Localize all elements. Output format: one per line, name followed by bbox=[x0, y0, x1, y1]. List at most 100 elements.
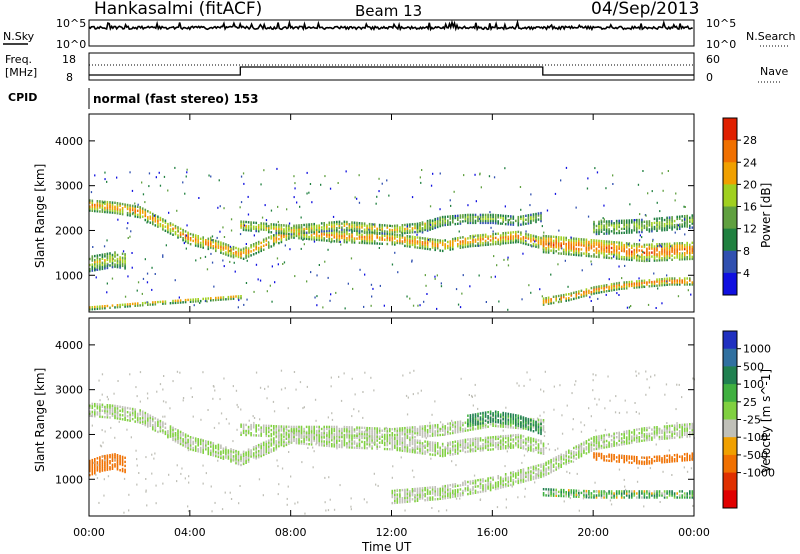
heatmap-cell bbox=[101, 307, 104, 310]
heatmap-cell bbox=[361, 432, 363, 436]
heatmap-cell bbox=[583, 238, 585, 241]
heatmap-cell bbox=[268, 424, 270, 428]
heatmap-cell bbox=[174, 440, 177, 443]
heatmap-cell bbox=[457, 446, 459, 449]
heatmap-cell bbox=[452, 237, 454, 241]
heatmap-cell bbox=[447, 215, 449, 218]
heatmap-cell bbox=[568, 239, 570, 242]
heatmap-cell bbox=[333, 221, 336, 224]
heatmap-cell bbox=[615, 284, 618, 287]
heatmap-cell bbox=[96, 407, 99, 410]
heatmap-cell bbox=[419, 439, 421, 443]
heatmap-cell bbox=[479, 437, 482, 440]
heatmap-cell bbox=[116, 204, 119, 207]
heatmap-cell bbox=[560, 244, 562, 247]
heatmap-cell bbox=[552, 488, 555, 491]
heatmap-cell bbox=[598, 291, 600, 294]
heatmap-cell bbox=[399, 431, 401, 434]
heatmap-speckle bbox=[616, 292, 618, 295]
heatmap-cell bbox=[678, 217, 681, 220]
heatmap-cell bbox=[356, 229, 358, 233]
heatmap-cell bbox=[550, 249, 552, 252]
heatmap-cell bbox=[532, 244, 535, 248]
heatmap-cell bbox=[147, 216, 149, 219]
heatmap-cell bbox=[431, 219, 434, 222]
heatmap-cell bbox=[578, 489, 580, 492]
heatmap-cell bbox=[517, 230, 520, 234]
heatmap-cell bbox=[492, 241, 494, 244]
heatmap-speckle bbox=[271, 300, 273, 303]
heatmap-cell bbox=[394, 237, 396, 240]
heatmap-cell bbox=[527, 243, 530, 246]
heatmap-cell bbox=[149, 424, 152, 427]
heatmap-cell bbox=[333, 445, 336, 448]
heatmap-cell bbox=[653, 282, 656, 286]
heatmap-speckle bbox=[480, 186, 482, 189]
heatmap-cell bbox=[520, 434, 522, 437]
heatmap-speckle bbox=[455, 288, 458, 291]
heatmap-speckle bbox=[144, 201, 146, 204]
heatmap-cell bbox=[547, 237, 550, 240]
heatmap-cell bbox=[232, 449, 235, 452]
heatmap-cell bbox=[295, 228, 298, 231]
heatmap-cell bbox=[157, 217, 159, 220]
heatmap-cell bbox=[109, 460, 111, 463]
heatmap-cell bbox=[666, 224, 668, 227]
heatmap-cell bbox=[124, 460, 126, 464]
freq-trace bbox=[89, 66, 694, 76]
heatmap-cell bbox=[459, 242, 462, 245]
heatmap-cell bbox=[530, 419, 532, 422]
heatmap-cell bbox=[149, 303, 152, 306]
heatmap-cell bbox=[641, 253, 643, 256]
heatmap-cell bbox=[421, 444, 424, 447]
heatmap-cell bbox=[479, 412, 482, 415]
heatmap-cell bbox=[343, 425, 346, 429]
heatmap-cell bbox=[338, 445, 341, 449]
power-colorbar-tick-label: 16 bbox=[743, 201, 757, 214]
heatmap-cell bbox=[283, 438, 285, 442]
heatmap-cell bbox=[605, 228, 608, 231]
heatmap-speckle bbox=[439, 208, 441, 211]
heatmap-cell bbox=[444, 433, 446, 436]
heatmap-cell bbox=[331, 231, 333, 235]
heatmap-cell bbox=[542, 303, 545, 306]
heatmap-cell bbox=[663, 254, 666, 258]
heatmap-cell bbox=[187, 235, 189, 238]
heatmap-cell bbox=[346, 426, 348, 429]
heatmap-cell bbox=[482, 417, 484, 421]
heatmap-cell bbox=[230, 450, 232, 453]
heatmap-cell bbox=[409, 235, 411, 238]
heatmap-cell bbox=[671, 218, 673, 221]
heatmap-cell bbox=[247, 251, 250, 254]
heatmap-cell bbox=[240, 423, 242, 426]
heatmap-cell bbox=[603, 224, 605, 227]
heatmap-cell bbox=[404, 443, 406, 447]
heatmap-cell bbox=[678, 227, 681, 230]
heatmap-cell bbox=[595, 228, 598, 232]
heatmap-cell bbox=[542, 238, 545, 242]
heatmap-cell bbox=[298, 230, 300, 233]
heatmap-cell bbox=[257, 454, 260, 457]
heatmap-cell bbox=[643, 281, 646, 284]
heatmap-cell bbox=[477, 419, 479, 422]
heatmap-cell bbox=[396, 444, 399, 448]
heatmap-cell bbox=[510, 446, 512, 449]
heatmap-cell bbox=[268, 441, 270, 444]
heatmap-cell bbox=[441, 433, 444, 436]
heatmap-cell bbox=[636, 249, 638, 252]
heatmap-cell bbox=[522, 217, 525, 220]
heatmap-cell bbox=[565, 297, 567, 300]
heatmap-cell bbox=[487, 421, 489, 424]
heatmap-cell bbox=[91, 464, 94, 468]
heatmap-cell bbox=[487, 237, 489, 240]
heatmap-speckle bbox=[146, 221, 148, 224]
heatmap-cell bbox=[242, 431, 245, 435]
heatmap-cell bbox=[396, 440, 399, 444]
heatmap-cell bbox=[671, 250, 673, 253]
heatmap-cell bbox=[162, 300, 164, 303]
heatmap-speckle bbox=[522, 252, 524, 255]
heatmap-cell bbox=[192, 235, 194, 238]
heatmap-cell bbox=[129, 407, 131, 410]
heatmap-cell bbox=[164, 300, 167, 303]
heatmap-cell bbox=[232, 455, 235, 458]
